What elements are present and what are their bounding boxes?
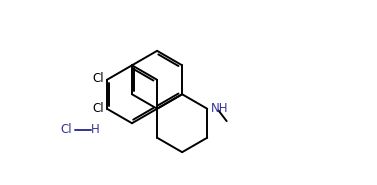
Text: H: H bbox=[91, 123, 100, 136]
Text: NH: NH bbox=[211, 102, 228, 115]
Text: Cl: Cl bbox=[61, 123, 72, 136]
Text: Cl: Cl bbox=[92, 102, 104, 115]
Text: Cl: Cl bbox=[92, 72, 104, 85]
